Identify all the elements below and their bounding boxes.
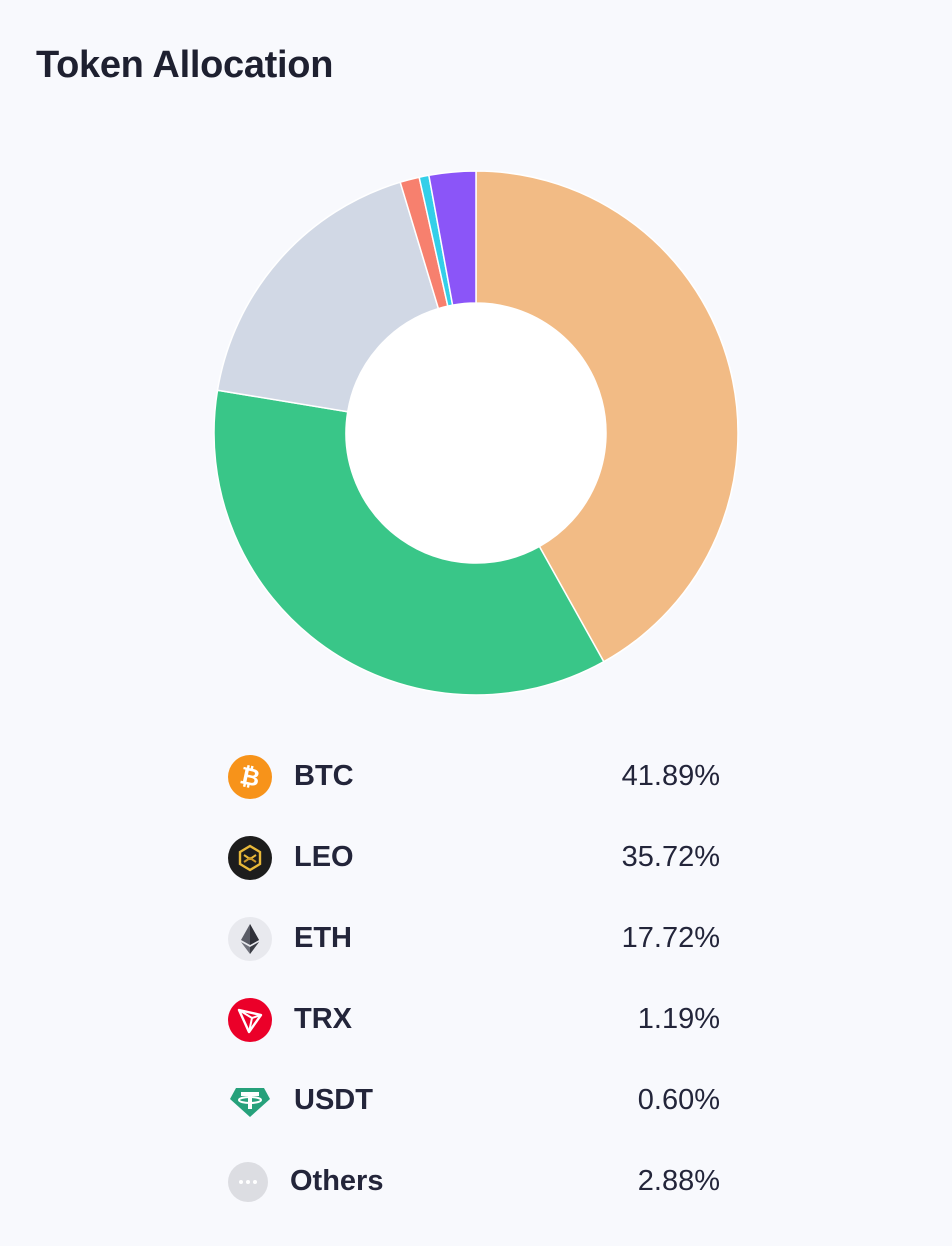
leo-icon [228, 835, 272, 880]
chart-title: Token Allocation [36, 44, 334, 86]
legend-value: 17.72% [621, 922, 720, 954]
legend-label: TRX [294, 1003, 352, 1035]
legend-value: 1.19% [637, 1003, 720, 1035]
legend-value: 41.89% [621, 760, 720, 792]
legend-label: LEO [294, 841, 354, 873]
legend-label: BTC [294, 760, 354, 792]
legend-value: 0.60% [637, 1084, 720, 1116]
bitcoin-icon: ₿ [228, 754, 272, 799]
chart-legend: ₿ BTC 41.89% LEO 35.72% ETH 17.72% [228, 736, 720, 1222]
legend-label: Others [290, 1165, 384, 1197]
legend-item-eth: ETH 17.72% [228, 898, 720, 979]
tron-icon [228, 997, 272, 1042]
donut-chart [213, 170, 739, 696]
ethereum-icon [228, 916, 272, 961]
legend-value: 35.72% [621, 841, 720, 873]
donut-hole [346, 303, 606, 563]
legend-item-btc: ₿ BTC 41.89% [228, 736, 720, 817]
tether-icon [228, 1079, 272, 1123]
legend-item-others: Others 2.88% [228, 1141, 720, 1222]
legend-item-usdt: USDT 0.60% [228, 1060, 720, 1141]
legend-item-leo: LEO 35.72% [228, 817, 720, 898]
more-dots-icon [228, 1161, 268, 1202]
svg-text:₿: ₿ [238, 762, 263, 792]
legend-label: USDT [294, 1084, 373, 1116]
legend-label: ETH [294, 922, 352, 954]
legend-item-trx: TRX 1.19% [228, 979, 720, 1060]
legend-value: 2.88% [637, 1165, 720, 1197]
